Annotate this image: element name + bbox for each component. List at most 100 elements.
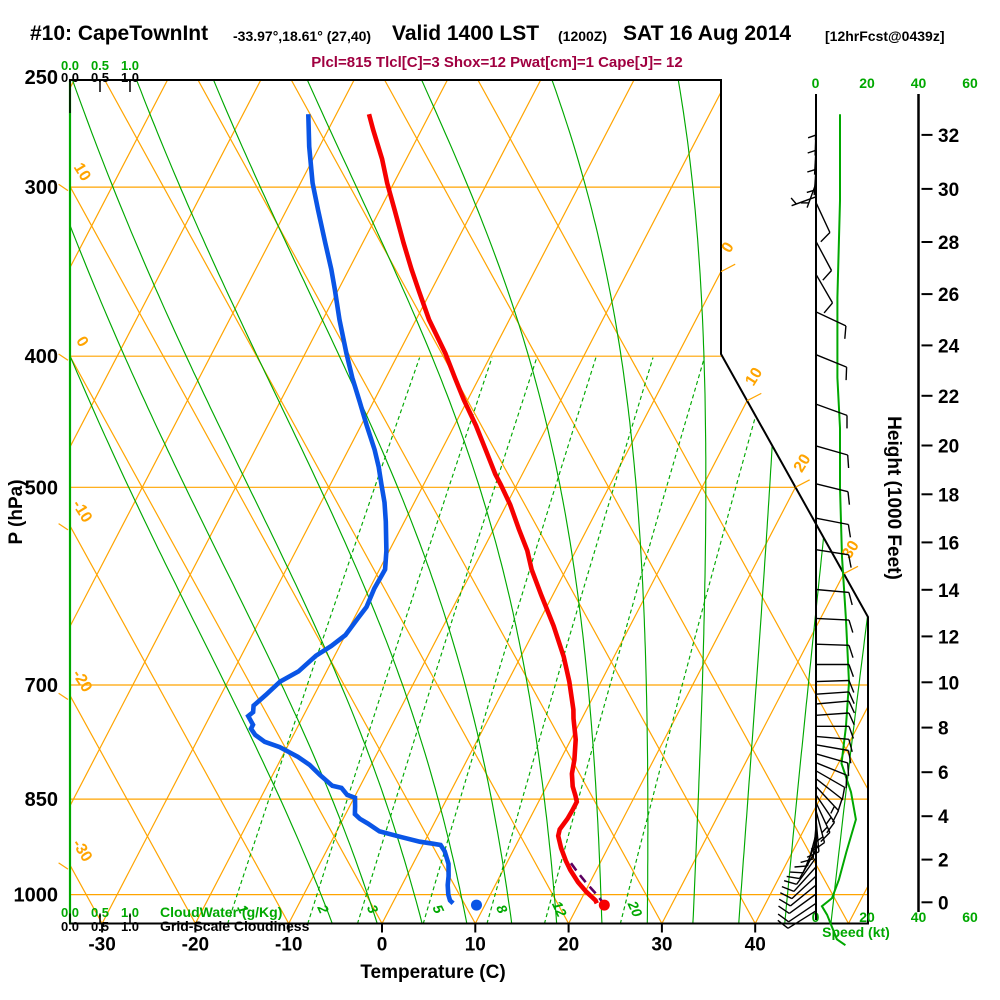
height-tick-label: 2 bbox=[938, 851, 949, 872]
chart-line bbox=[821, 826, 828, 834]
temperature-axis: -30 -20 -10 0 10 20 30 40 Temperature (C) bbox=[88, 923, 766, 983]
title-zulu: (1200Z) bbox=[558, 28, 608, 44]
chart-line bbox=[848, 592, 853, 606]
chart-line bbox=[815, 700, 849, 705]
chart-text: 3 bbox=[364, 902, 382, 916]
chart-line bbox=[847, 524, 852, 538]
chart-line bbox=[58, 523, 69, 531]
chart-line bbox=[807, 169, 816, 173]
pressure-tick-label: 850 bbox=[25, 789, 58, 811]
speed-axis: 0 0 20 20 40 40 60 60 Speed (kt) bbox=[812, 75, 978, 940]
parcel-path bbox=[569, 862, 606, 905]
chart-line bbox=[793, 866, 817, 892]
chart-line bbox=[101, 80, 542, 924]
chart-line bbox=[754, 80, 868, 924]
chart-line bbox=[790, 197, 797, 205]
height-tick-label: 14 bbox=[938, 581, 960, 602]
cloudiness-label: Grid-Scale Cloudiness bbox=[160, 918, 310, 934]
chart-line bbox=[227, 357, 421, 924]
chart-line bbox=[815, 445, 848, 456]
height-tick-label: 6 bbox=[938, 763, 949, 784]
chart-text: 0.0 bbox=[61, 58, 79, 73]
chart-line bbox=[305, 80, 558, 924]
temp-tick-label: 10 bbox=[465, 935, 486, 956]
chart-line bbox=[746, 392, 762, 402]
chart-line bbox=[70, 80, 336, 924]
chart-line bbox=[777, 919, 789, 929]
chart-line bbox=[815, 241, 833, 271]
title-fcst: [12hrFcst@0439z] bbox=[825, 28, 945, 44]
height-tick-label: 30 bbox=[938, 180, 959, 201]
chart-text: 20 bbox=[859, 75, 875, 91]
chart-line bbox=[847, 750, 852, 764]
title-valid: Valid 1400 LST bbox=[392, 22, 540, 45]
pressure-tick-label: 700 bbox=[25, 675, 58, 697]
temp-tick-label: 20 bbox=[558, 935, 579, 956]
chart-line bbox=[826, 821, 836, 834]
chart-line bbox=[848, 691, 855, 704]
chart-line bbox=[815, 483, 849, 493]
height-tick-label: 10 bbox=[938, 673, 959, 694]
chart-line bbox=[70, 80, 262, 924]
title-coords: -33.97°,18.61° (27,40) bbox=[233, 28, 372, 44]
height-tick-label: 0 bbox=[938, 893, 949, 914]
chart-line bbox=[845, 775, 848, 789]
chart-text: 0.0 bbox=[61, 919, 79, 934]
temperature-profile bbox=[366, 113, 599, 905]
chart-line bbox=[798, 849, 817, 879]
chart-line bbox=[384, 80, 850, 924]
chart-line bbox=[815, 202, 831, 233]
chart-line bbox=[619, 357, 773, 924]
chart-line bbox=[815, 712, 849, 716]
chart-text: 40 bbox=[911, 909, 927, 925]
chart-line bbox=[815, 778, 843, 800]
chart-text: 20 bbox=[791, 451, 815, 475]
chart-line bbox=[815, 643, 850, 646]
chart-line bbox=[848, 739, 853, 752]
chart-line bbox=[788, 902, 817, 923]
chart-line bbox=[841, 787, 846, 801]
chart-line bbox=[815, 549, 849, 556]
chart-line bbox=[848, 700, 856, 714]
chart-line bbox=[211, 80, 514, 924]
chart-text: 12 bbox=[549, 898, 570, 919]
chart-line bbox=[70, 80, 383, 924]
chart-line bbox=[70, 80, 196, 924]
chart-line bbox=[197, 80, 663, 924]
temp-tick-label: 40 bbox=[745, 935, 766, 956]
height-tick-label: 26 bbox=[938, 285, 959, 306]
chart-line bbox=[783, 880, 797, 885]
chart-line bbox=[815, 403, 848, 417]
chart-text: 0.0 bbox=[61, 70, 79, 85]
chart-text: -30 bbox=[68, 836, 95, 865]
chart-line bbox=[806, 182, 817, 208]
height-tick-label: 16 bbox=[938, 533, 959, 554]
chart-line bbox=[789, 884, 817, 907]
chart-text: 40 bbox=[911, 75, 927, 91]
chart-line bbox=[822, 270, 833, 281]
height-tick-label: 28 bbox=[938, 233, 959, 254]
temp-tick-label: 30 bbox=[651, 935, 672, 956]
chart-line bbox=[815, 273, 834, 304]
chart-text: 60 bbox=[962, 909, 978, 925]
cloudwater-label: CloudWater (g/Kg) bbox=[160, 904, 282, 920]
chart-text: 0.5 bbox=[91, 70, 109, 85]
chart-line bbox=[847, 491, 851, 505]
speed-axis-title: Speed (kt) bbox=[822, 924, 890, 940]
chart-line bbox=[848, 680, 855, 693]
chart-text: 0.5 bbox=[91, 919, 109, 934]
chart-line bbox=[788, 893, 817, 914]
chart-line bbox=[815, 691, 849, 695]
chart-line bbox=[844, 325, 847, 339]
chart-line bbox=[779, 892, 793, 900]
chart-line bbox=[791, 196, 817, 207]
chart-line bbox=[815, 679, 850, 683]
wind-barbs bbox=[777, 94, 856, 929]
height-tick-label: 22 bbox=[938, 387, 959, 408]
height-tick-label: 12 bbox=[938, 627, 959, 648]
chart-text: 0 bbox=[812, 75, 820, 91]
chart-line bbox=[381, 80, 822, 924]
temp-tick-label: -30 bbox=[88, 935, 115, 956]
